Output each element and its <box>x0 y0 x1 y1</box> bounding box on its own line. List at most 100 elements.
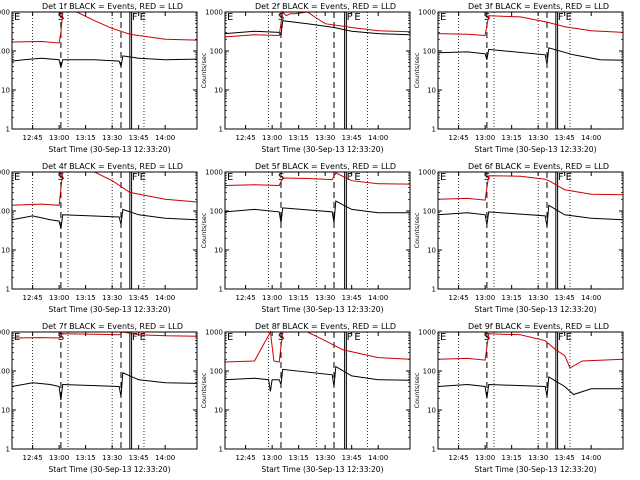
chart-panel-3: Det 3f BLACK = Events, RED = LLD Counts/s… <box>413 2 624 154</box>
x-axis-label: Start Time (30-Sep-13 12:33:20) <box>49 465 171 474</box>
x-tick-label: 13:45 <box>342 294 362 302</box>
x-tick-label: 13:45 <box>129 294 149 302</box>
y-axis-label: Counts/sec <box>413 212 421 248</box>
chart-title: Det 8f BLACK = Events, RED = LLD <box>255 322 396 331</box>
x-tick-label: 13:45 <box>555 134 575 142</box>
chart-panel-6: Det 6f BLACK = Events, RED = LLD Counts/s… <box>413 162 624 314</box>
series-lld-line <box>11 11 198 44</box>
annotation-label: E <box>440 172 446 183</box>
annotation-label: E <box>354 332 360 343</box>
x-tick-label: 13:45 <box>555 294 575 302</box>
x-tick-label: 13:45 <box>555 454 575 462</box>
x-tick-label: 12:45 <box>449 294 469 302</box>
y-tick-label: 1000 <box>0 9 10 17</box>
chart-title: Det 7f BLACK = Events, RED = LLD <box>42 322 183 331</box>
y-tick-label: 10 <box>427 247 436 255</box>
x-tick-label: 14:00 <box>368 134 388 142</box>
y-axis-label: Counts/sec <box>200 212 208 248</box>
x-tick-label: 14:00 <box>155 134 175 142</box>
plot-frame <box>11 171 198 290</box>
annotation-label: F <box>132 332 138 343</box>
y-tick-label: 10 <box>214 247 223 255</box>
y-tick-label: 100 <box>210 48 223 56</box>
series-events-line <box>437 376 623 399</box>
series-events-line <box>437 204 624 227</box>
plot-frame <box>437 171 624 290</box>
annotation-label: E <box>354 172 360 183</box>
x-tick-label: 13:00 <box>49 454 69 462</box>
x-tick-label: 13:30 <box>315 294 335 302</box>
x-tick-label: 13:00 <box>475 134 495 142</box>
x-tick-label: 12:45 <box>449 454 469 462</box>
y-tick-label: 1 <box>219 286 223 294</box>
y-tick-label: 100 <box>210 368 223 376</box>
annotation-label: S <box>278 332 284 343</box>
y-tick-label: 1 <box>6 286 10 294</box>
y-tick-label: 10 <box>427 407 436 415</box>
x-tick-label: 12:45 <box>236 134 256 142</box>
y-tick-label: 100 <box>0 208 10 216</box>
chart-panel-9: Det 9f BLACK = Events, RED = LLD Counts/s… <box>413 322 624 474</box>
x-tick-label: 13:45 <box>129 134 149 142</box>
annotation-label: F <box>132 12 138 23</box>
annotation-label: F <box>558 332 564 343</box>
y-tick-label: 10 <box>214 87 223 95</box>
x-tick-label: 13:15 <box>502 454 522 462</box>
x-axis-label: Start Time (30-Sep-13 12:33:20) <box>49 145 171 154</box>
x-tick-label: 12:45 <box>23 454 43 462</box>
chart-panel-8: Det 8f BLACK = Events, RED = LLD Counts/s… <box>200 322 411 474</box>
x-tick-label: 14:00 <box>155 454 175 462</box>
x-tick-label: 13:15 <box>76 454 96 462</box>
y-tick-label: 1000 <box>205 169 223 177</box>
annotation-label: S <box>58 12 64 23</box>
y-tick-label: 10 <box>1 407 10 415</box>
y-tick-label: 1000 <box>418 329 436 337</box>
chart-title: Det 6f BLACK = Events, RED = LLD <box>468 162 609 171</box>
chart-title: Det 2f BLACK = Events, RED = LLD <box>255 2 396 11</box>
series-lld-line <box>437 333 624 369</box>
chart-panel-7: Det 7f BLACK = Events, RED = LLDCounts/s… <box>0 322 198 474</box>
annotation-label: F <box>132 172 138 183</box>
x-tick-label: 12:45 <box>23 294 43 302</box>
y-tick-label: 10 <box>214 407 223 415</box>
x-axis-label: Start Time (30-Sep-13 12:33:20) <box>49 305 171 314</box>
annotation-label: F <box>558 12 564 23</box>
x-tick-label: 14:00 <box>581 454 601 462</box>
chart-panel-1: Det 1f BLACK = Events, RED = LLDCounts/s… <box>0 2 198 154</box>
series-lld-line <box>437 15 624 37</box>
x-tick-label: 13:15 <box>502 294 522 302</box>
plot-frame <box>11 331 198 450</box>
annotation-label: E <box>440 12 446 23</box>
y-tick-label: 1000 <box>0 329 10 337</box>
y-tick-label: 1 <box>432 286 436 294</box>
y-tick-label: 100 <box>423 368 436 376</box>
x-tick-label: 12:45 <box>449 134 469 142</box>
x-tick-label: 13:15 <box>289 294 309 302</box>
y-tick-label: 1 <box>219 126 223 134</box>
x-tick-label: 14:00 <box>368 294 388 302</box>
annotation-label: F <box>347 332 353 343</box>
annotation-label: E <box>140 332 146 343</box>
y-tick-label: 1000 <box>418 169 436 177</box>
annotation-label: F <box>558 172 564 183</box>
annotation-label: E <box>354 12 360 23</box>
y-axis-label: Counts/sec <box>200 372 208 408</box>
y-tick-label: 100 <box>0 368 10 376</box>
chart-title: Det 5f BLACK = Events, RED = LLD <box>255 162 396 171</box>
plot-frame <box>224 171 411 290</box>
x-tick-label: 13:30 <box>528 134 548 142</box>
x-tick-label: 13:45 <box>129 454 149 462</box>
annotation-label: S <box>58 332 64 343</box>
x-tick-label: 13:00 <box>262 454 282 462</box>
y-axis-label: Counts/sec <box>413 372 421 408</box>
plot-frame <box>437 331 624 450</box>
annotation-label: S <box>484 332 490 343</box>
annotation-label: E <box>140 12 146 23</box>
annotation-label: E <box>227 12 233 23</box>
y-axis-label: Counts/sec <box>413 52 421 88</box>
x-tick-label: 13:00 <box>262 134 282 142</box>
y-tick-label: 100 <box>0 48 10 56</box>
plot-frame <box>224 11 411 130</box>
x-tick-label: 14:00 <box>581 134 601 142</box>
